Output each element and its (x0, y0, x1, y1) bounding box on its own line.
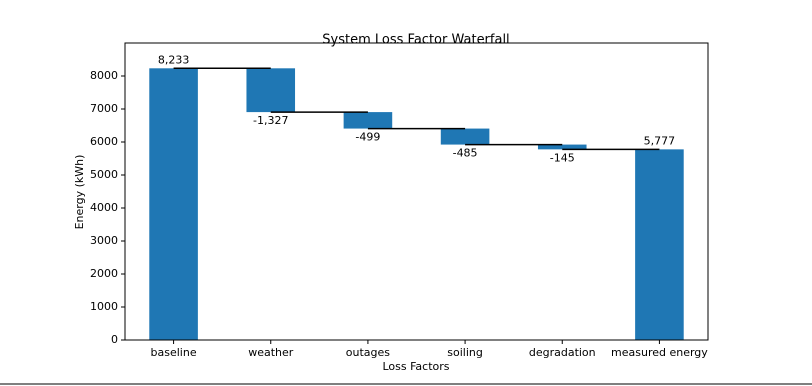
x-tick-label: degradation (529, 346, 596, 359)
x-tick-label: weather (248, 346, 294, 359)
y-tick-label: 8000 (90, 69, 118, 82)
x-tick-label: baseline (151, 346, 197, 359)
y-tick-label: 0 (111, 333, 118, 346)
value-label: 8,233 (158, 53, 190, 66)
y-tick-label: 1000 (90, 300, 118, 313)
x-tick-label: outages (346, 346, 391, 359)
value-label: -485 (453, 147, 478, 160)
value-label: 5,777 (644, 134, 676, 147)
bar (246, 68, 296, 113)
y-tick-label: 4000 (90, 201, 118, 214)
bar (440, 128, 490, 145)
bar (537, 144, 587, 150)
value-label: -1,327 (253, 114, 288, 127)
y-tick-label: 6000 (90, 135, 118, 148)
value-label: -499 (355, 131, 380, 144)
y-axis-label: Energy (kWh) (73, 155, 86, 230)
bar (149, 68, 198, 340)
bar (343, 112, 393, 129)
x-tick-label: soiling (447, 346, 483, 359)
value-label: -145 (550, 151, 575, 164)
x-axis-label: Loss Factors (382, 360, 449, 373)
y-tick-label: 2000 (90, 267, 118, 280)
chart-title: System Loss Factor Waterfall (322, 33, 509, 48)
plot-frame (124, 42, 709, 341)
y-tick-label: 3000 (90, 234, 118, 247)
x-tick-label: measured energy (611, 346, 708, 359)
bar (635, 149, 684, 340)
y-tick-label: 5000 (90, 168, 118, 181)
y-tick-label: 7000 (90, 102, 118, 115)
